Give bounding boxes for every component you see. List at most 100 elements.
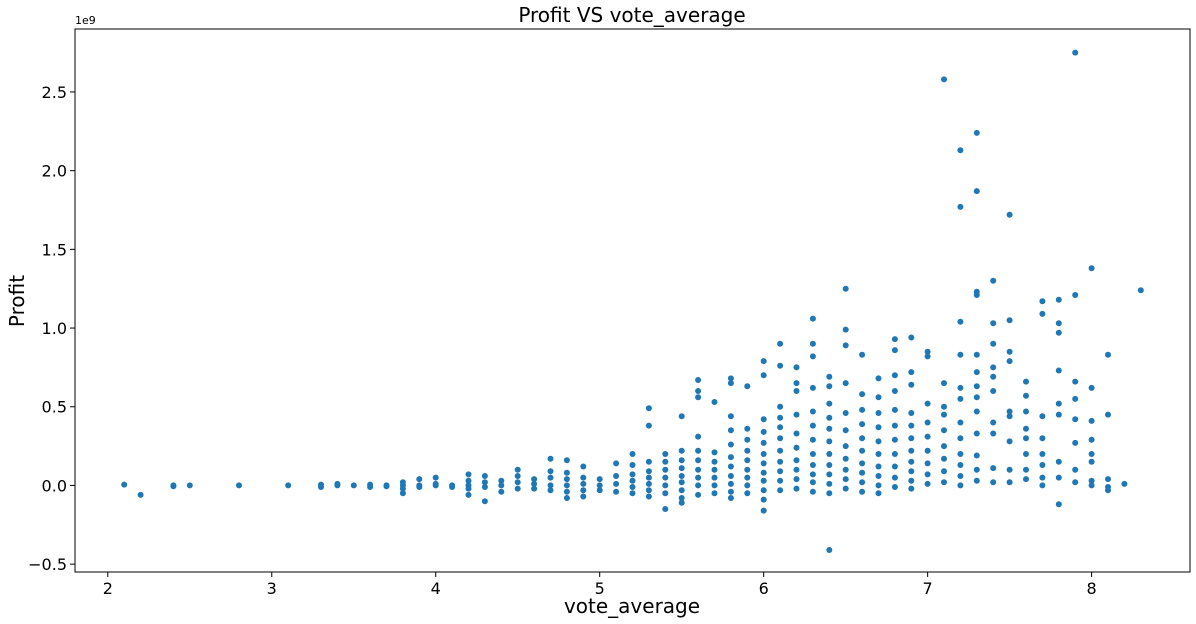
data-point <box>236 482 242 489</box>
data-point <box>1006 317 1013 324</box>
data-point <box>1105 351 1111 358</box>
data-point <box>695 457 702 464</box>
data-point <box>514 473 521 479</box>
data-point <box>1088 482 1095 489</box>
data-point <box>547 468 554 475</box>
data-point <box>990 465 997 472</box>
data-point <box>842 485 849 492</box>
data-point <box>481 479 488 486</box>
data-point <box>777 435 784 442</box>
data-point <box>744 490 751 497</box>
data-point <box>826 373 833 380</box>
data-point <box>777 362 784 369</box>
data-point <box>859 460 866 467</box>
data-point <box>809 479 816 486</box>
data-point <box>711 490 718 497</box>
data-point <box>531 476 538 483</box>
data-point <box>973 394 980 401</box>
data-point <box>908 458 915 465</box>
data-point <box>1055 458 1062 465</box>
data-point <box>826 451 833 457</box>
data-point <box>727 375 734 382</box>
x-axis-title: vote_average <box>564 594 700 618</box>
data-point <box>1088 417 1095 424</box>
data-point <box>613 488 620 495</box>
data-point <box>1072 439 1079 446</box>
data-point <box>957 482 964 489</box>
data-point <box>1088 384 1095 391</box>
data-point <box>1006 438 1013 445</box>
data-point <box>875 424 882 431</box>
data-point <box>695 466 702 473</box>
data-point <box>990 364 997 371</box>
data-point <box>645 480 652 487</box>
data-point <box>563 476 570 483</box>
data-point <box>990 419 997 426</box>
data-point <box>941 455 947 462</box>
data-point <box>744 457 751 464</box>
data-point <box>744 383 751 390</box>
data-point <box>711 399 718 405</box>
data-point <box>695 388 702 394</box>
data-point <box>941 76 947 83</box>
data-point <box>711 458 718 465</box>
data-point <box>875 463 882 470</box>
data-point <box>924 460 931 467</box>
data-point <box>318 481 324 488</box>
data-point <box>924 447 931 454</box>
data-point <box>793 466 800 473</box>
data-point <box>613 473 620 479</box>
data-point <box>760 496 767 503</box>
data-point <box>1023 378 1029 385</box>
data-point <box>941 468 947 475</box>
data-point <box>891 436 898 443</box>
data-point <box>1006 211 1013 218</box>
data-point <box>1006 466 1013 473</box>
data-point <box>941 427 947 434</box>
data-point <box>809 488 816 495</box>
data-point <box>498 488 505 495</box>
data-point <box>826 383 833 390</box>
data-point <box>645 487 652 494</box>
data-point <box>514 479 521 486</box>
data-point <box>924 348 931 355</box>
data-point <box>891 406 898 413</box>
data-point <box>973 466 980 473</box>
data-point <box>1039 310 1046 317</box>
data-point <box>842 455 849 462</box>
data-point <box>924 353 931 360</box>
data-point <box>481 473 488 479</box>
data-point <box>596 476 603 483</box>
data-point <box>777 468 784 475</box>
x-axis: 2 3 4 5 6 7 8 <box>103 572 1097 598</box>
data-point <box>842 410 849 416</box>
data-point <box>990 340 997 347</box>
x-tick-label: 7 <box>923 579 933 598</box>
data-point <box>957 351 964 358</box>
data-point <box>973 408 980 415</box>
data-point <box>678 447 685 454</box>
data-point <box>859 391 866 398</box>
data-point <box>1023 435 1029 442</box>
data-point <box>793 444 800 451</box>
data-point <box>891 388 898 394</box>
data-point <box>449 484 456 490</box>
data-point <box>1023 425 1029 432</box>
data-point <box>547 455 554 462</box>
data-point <box>580 493 587 500</box>
data-point <box>531 485 538 492</box>
x-tick-label: 6 <box>759 579 769 598</box>
data-point <box>842 476 849 483</box>
data-point <box>1055 320 1062 327</box>
data-point <box>695 491 702 498</box>
data-point <box>1088 477 1095 484</box>
data-point <box>383 483 390 490</box>
data-point <box>760 460 767 467</box>
data-point <box>121 481 128 488</box>
data-point <box>777 403 784 410</box>
data-point <box>809 408 816 415</box>
data-point <box>924 400 931 407</box>
data-point <box>973 292 980 298</box>
data-point <box>678 499 685 506</box>
data-point <box>793 430 800 437</box>
